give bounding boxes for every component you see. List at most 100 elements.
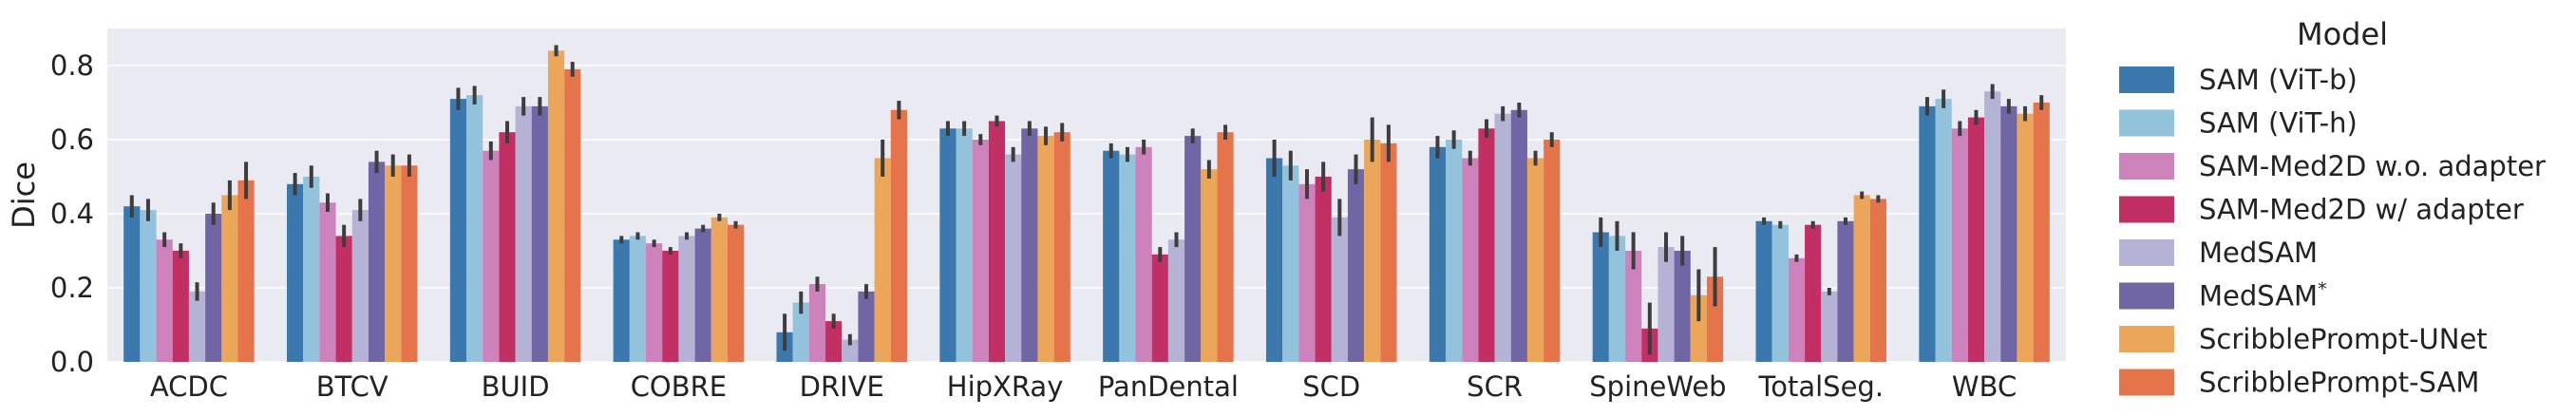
bar (303, 177, 320, 362)
x-axis: ACDC BTCV BUID COBRE DRIVE HipXRay PanDental SC… (150, 370, 2017, 403)
bar (140, 210, 157, 362)
bar (1347, 169, 1365, 362)
bar (1919, 105, 1936, 363)
bar (1771, 224, 1789, 362)
bar (678, 236, 695, 362)
bar (1935, 99, 1952, 362)
bar (205, 214, 222, 362)
bar (1135, 146, 1152, 362)
bar (890, 109, 907, 363)
bar (1364, 140, 1381, 362)
bar (1805, 224, 1822, 362)
bar (1005, 154, 1022, 362)
legend-swatch (2119, 239, 2174, 266)
bar (956, 128, 973, 362)
bar (662, 251, 679, 362)
bar (1837, 220, 1854, 362)
bar (1592, 232, 1609, 362)
bar (1951, 128, 1968, 362)
bar (1674, 251, 1691, 362)
bar (825, 321, 843, 362)
bar (1429, 146, 1447, 362)
bar (792, 302, 809, 362)
bar (1853, 195, 1870, 362)
bar (156, 239, 173, 362)
bar (172, 251, 189, 362)
x-tick-label: COBRE (631, 370, 727, 403)
bar (629, 236, 647, 362)
bar (1755, 220, 1772, 362)
y-tick-label: 0.8 (50, 49, 94, 82)
bar (842, 339, 859, 362)
legend-swatch (2119, 326, 2174, 352)
legend-title: Model (2297, 16, 2388, 52)
bar (1167, 239, 1185, 362)
bar (646, 243, 663, 362)
legend-label: ScribblePrompt-UNet (2199, 323, 2488, 355)
bar (1984, 91, 2001, 363)
bar (1021, 128, 1038, 362)
legend-label: ScribblePrompt-SAM (2199, 367, 2479, 399)
bar (237, 180, 255, 362)
bar (710, 217, 728, 362)
legend-swatch (2119, 66, 2174, 93)
bar (1151, 254, 1168, 362)
bar (1544, 140, 1561, 362)
x-tick-label: HipXRay (947, 370, 1064, 403)
bar (613, 239, 630, 362)
bar (515, 105, 532, 363)
bar (1446, 140, 1463, 362)
bar (1706, 276, 1724, 362)
bar (1331, 217, 1348, 362)
bar (2000, 105, 2017, 363)
bar (939, 128, 957, 362)
x-tick-label: BUID (482, 370, 550, 403)
bar (1657, 247, 1675, 362)
legend-label: MedSAM (2199, 237, 2318, 269)
bar (1608, 236, 1626, 362)
error-bars (129, 45, 2044, 355)
bar (531, 105, 548, 363)
x-tick-label: WBC (1952, 370, 2017, 403)
bar (1967, 117, 1985, 362)
legend-label: SAM-Med2D w.o. adapter (2199, 150, 2546, 182)
legend: Model SAM (ViT-b) SAM (ViT-h) SAM-Med2D w.… (2119, 16, 2546, 399)
bar (1462, 158, 1479, 362)
bar (1690, 294, 1707, 362)
bar (1478, 128, 1495, 362)
y-axis: 0.0 0.2 0.4 0.6 0.8 (50, 49, 94, 378)
bar (335, 236, 352, 362)
bar (287, 183, 304, 362)
x-tick-label: TotalSeg. (1757, 370, 1884, 403)
bar (1821, 291, 1838, 362)
bar (1869, 199, 1886, 362)
bar (564, 68, 581, 363)
bar (385, 165, 402, 362)
bar (188, 291, 206, 362)
legend-swatch (2119, 369, 2174, 396)
x-tick-label: PanDental (1098, 370, 1239, 403)
bar (972, 140, 989, 362)
bar (449, 99, 467, 362)
bar (1788, 257, 1806, 362)
y-tick-label: 0.2 (50, 272, 94, 304)
bar (1184, 136, 1202, 362)
legend-swatch (2119, 153, 2174, 180)
bar (2033, 103, 2050, 362)
gridlines (107, 65, 2066, 363)
bar (123, 206, 141, 362)
bar (1380, 142, 1397, 362)
x-tick-label: BTCV (316, 370, 388, 403)
bar (547, 50, 565, 363)
bar (1201, 169, 1218, 362)
legend-label: SAM (ViT-h) (2199, 107, 2358, 140)
y-tick-label: 0.4 (50, 198, 94, 230)
plot-background (107, 28, 2066, 362)
bar (858, 291, 875, 362)
y-axis-title: Dice (6, 161, 42, 229)
bar (1298, 183, 1316, 362)
x-tick-label: SpineWeb (1589, 370, 1726, 403)
bar (2017, 113, 2034, 362)
bar (1037, 136, 1054, 362)
